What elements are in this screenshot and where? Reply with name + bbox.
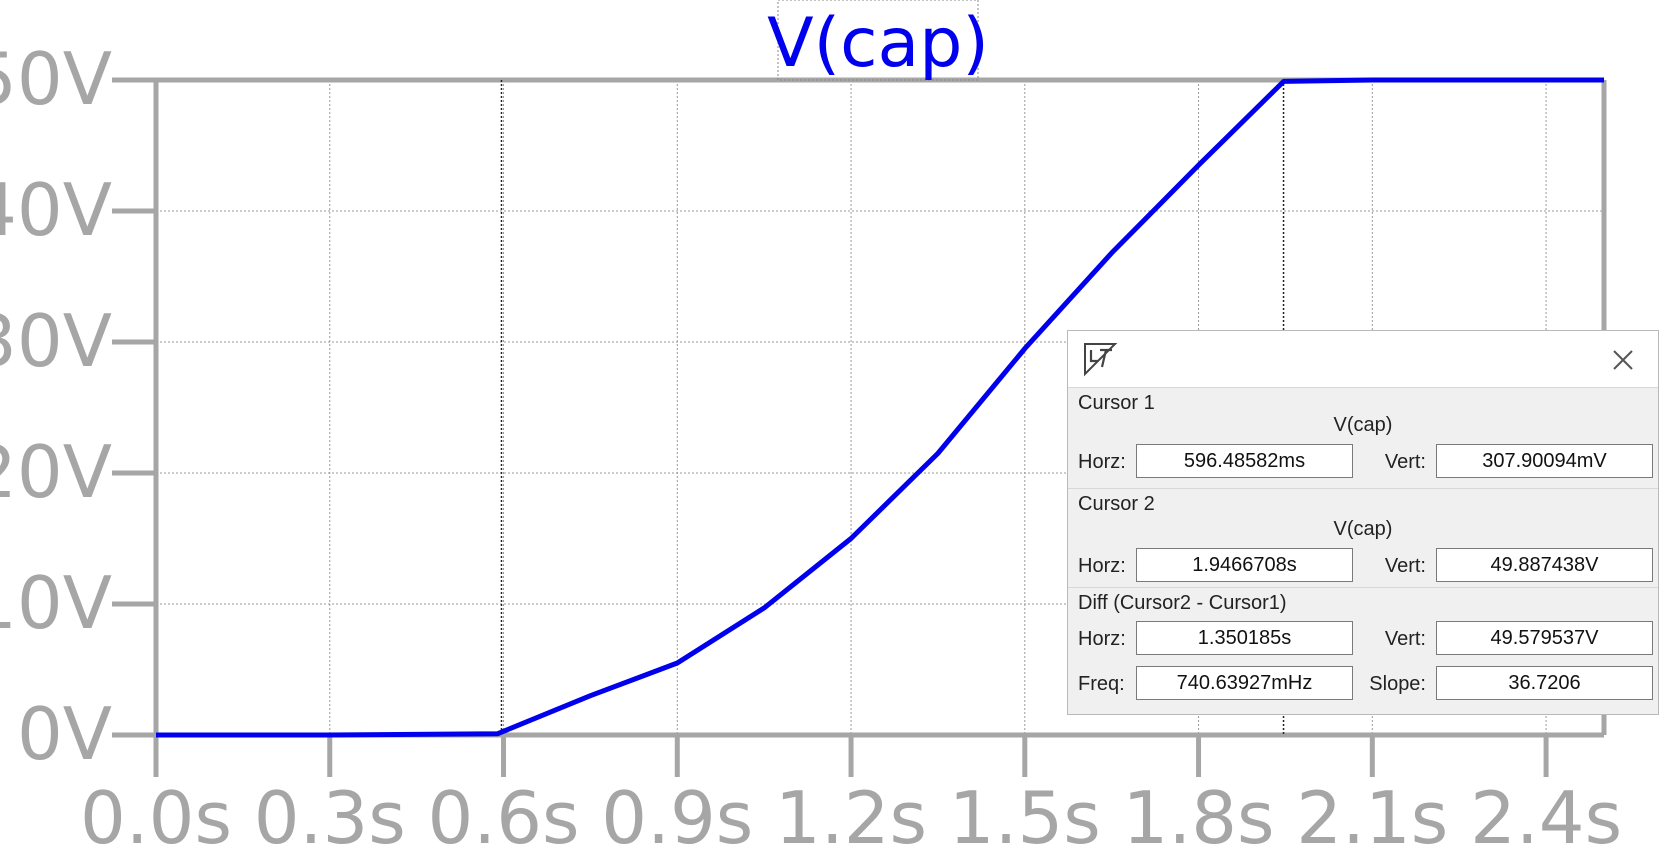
tick-labels: 0.0s 0.3s 0.6s 0.9s 1.2s 1.5s 1.8s 2.1s 2.4s 0V 10…: [0, 37, 1622, 851]
y-tick-label: 20V: [0, 430, 112, 514]
cursor1-heading: Cursor 1: [1078, 392, 1155, 414]
panel-titlebar[interactable]: [1068, 331, 1658, 387]
cursor-readout-panel[interactable]: Cursor 1 V(cap) Horz: Vert: Cursor 2 V(c…: [1067, 330, 1659, 715]
cursor2-trace-name: V(cap): [1333, 518, 1393, 540]
y-tick-label: 50V: [0, 37, 112, 121]
cursor2-horz-label: Horz:: [1078, 555, 1126, 577]
x-tick-label: 0.9s: [601, 776, 753, 851]
x-tick-label: 0.6s: [428, 776, 580, 851]
diff-section: Diff (Cursor2 - Cursor1) Horz: Vert: Fre…: [1068, 587, 1658, 716]
diff-freq-field[interactable]: [1136, 666, 1353, 700]
diff-freq-label: Freq:: [1078, 673, 1125, 695]
cursor1-vert-field[interactable]: [1436, 444, 1653, 478]
x-tick-label: 2.4s: [1470, 776, 1622, 851]
diff-horz-field[interactable]: [1136, 621, 1353, 655]
trace-title-box: [777, 0, 979, 81]
diff-slope-field[interactable]: [1436, 666, 1653, 700]
cursor1-section: Cursor 1 V(cap) Horz: Vert:: [1068, 387, 1658, 488]
trace-layer[interactable]: [156, 77, 1604, 738]
x-tick-label: 2.1s: [1296, 776, 1448, 851]
trace-title[interactable]: V(cap): [767, 4, 989, 83]
cursor2-vert-label: Vert:: [1384, 555, 1426, 577]
y-tick-label: 30V: [0, 299, 112, 383]
diff-slope-label: Slope:: [1369, 673, 1426, 695]
y-tick-label: 40V: [0, 168, 112, 252]
cursor2-heading: Cursor 2: [1078, 493, 1155, 515]
close-icon[interactable]: [1606, 343, 1640, 377]
cursor2-section: Cursor 2 V(cap) Horz: Vert:: [1068, 488, 1658, 587]
cursor1-horz-label: Horz:: [1078, 451, 1126, 473]
cursor2-horz-field[interactable]: [1136, 548, 1353, 582]
y-tick-label: 10V: [0, 561, 112, 645]
diff-horz-label: Horz:: [1078, 628, 1126, 650]
ltspice-logo-icon: [1084, 343, 1118, 377]
x-tick-label: 0.0s: [80, 776, 232, 851]
x-tick-label: 1.8s: [1123, 776, 1275, 851]
diff-vert-field[interactable]: [1436, 621, 1653, 655]
cursor2-vert-field[interactable]: [1436, 548, 1653, 582]
x-tick-label: 0.3s: [254, 776, 406, 851]
diff-vert-label: Vert:: [1384, 628, 1426, 650]
cursor1-horz-field[interactable]: [1136, 444, 1353, 478]
y-tick-label: 0V: [17, 692, 112, 776]
x-tick-label: 1.2s: [775, 776, 927, 851]
cursor1-trace-name: V(cap): [1333, 414, 1393, 436]
diff-heading: Diff (Cursor2 - Cursor1): [1078, 592, 1287, 614]
trace-vcap[interactable]: [156, 77, 1604, 738]
cursor1-vert-label: Vert:: [1384, 451, 1426, 473]
x-tick-label: 1.5s: [949, 776, 1101, 851]
